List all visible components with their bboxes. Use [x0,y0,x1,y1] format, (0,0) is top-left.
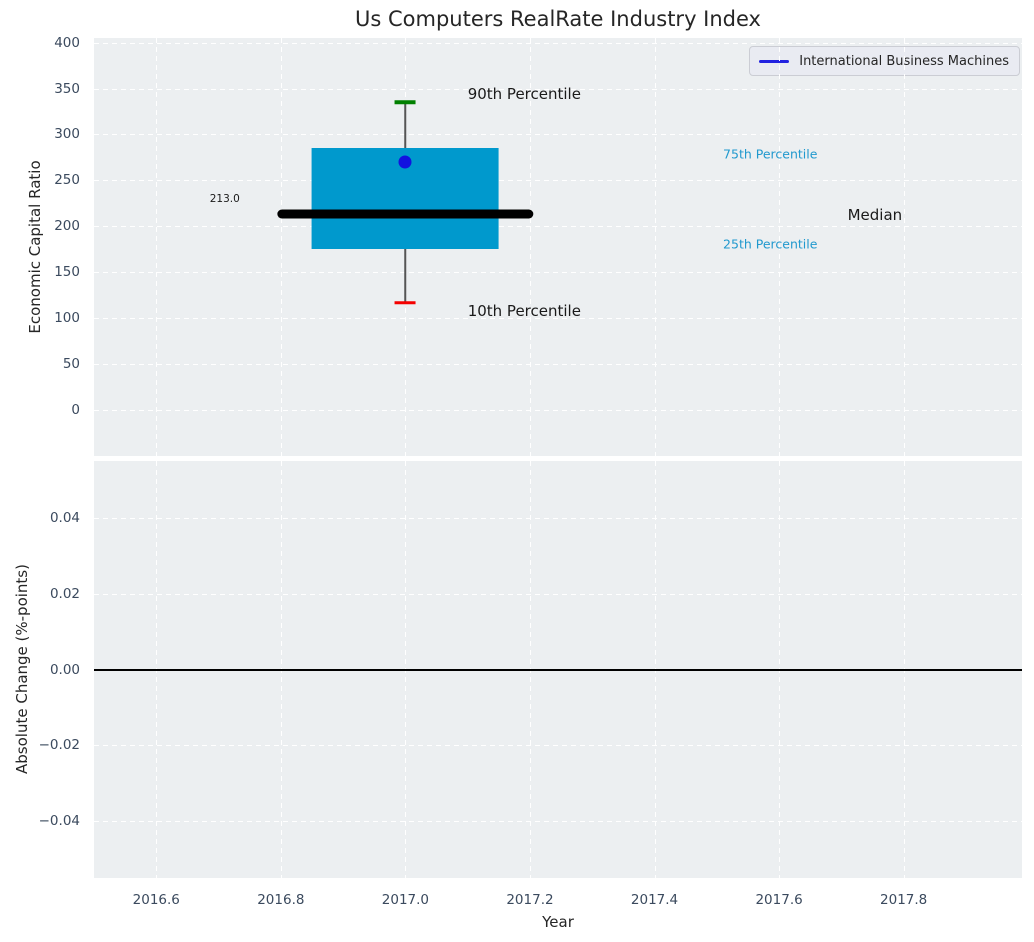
gridline-horizontal [94,593,1022,595]
gridline-horizontal [94,410,1022,412]
gridline-horizontal [94,180,1022,182]
gridline-vertical [156,38,158,456]
y-tick-label: 50 [62,356,80,373]
legend-line-icon [759,59,790,63]
y-tick-label: 250 [54,172,80,189]
y-tick-label: 400 [54,34,80,51]
legend: International Business Machines [749,46,1020,76]
y-tick-label: −0.02 [38,737,80,754]
y-tick-label: −0.04 [38,813,80,830]
gridline-horizontal [94,364,1022,366]
top-plot: International Business Machines 90th Per… [94,38,1022,456]
x-tick-label: 2017.2 [506,892,554,908]
gridline-horizontal [94,42,1022,44]
label-75th-percentile: 75th Percentile [723,146,818,162]
y-tick-label: 350 [54,80,80,97]
y-tick-label: 0.04 [49,509,80,526]
gridline-vertical [903,38,905,456]
median-line [277,209,534,219]
cap-10th-percentile [394,300,416,305]
y-tick-label: 200 [54,218,80,235]
y-tick-label: 0.00 [49,661,80,678]
gridline-horizontal [94,821,1022,823]
x-tick-label: 2016.8 [257,892,305,908]
x-tick-label: 2017.8 [880,892,928,908]
x-tick-label: 2017.6 [755,892,803,908]
label-median-value: 213.0 [209,192,240,205]
label-10th-percentile: 10th Percentile [467,301,581,320]
gridline-horizontal [94,745,1022,747]
gridline-vertical [779,38,781,456]
gridline-vertical [529,38,531,456]
chart-title: Us Computers RealRate Industry Index [355,7,761,31]
gridline-horizontal [94,272,1022,274]
y-tick-label: 0 [71,402,80,419]
cap-90th-percentile [394,100,416,105]
gridline-vertical [654,38,656,456]
gridline-horizontal [94,517,1022,519]
x-tick-label: 2016.6 [132,892,180,908]
x-tick-label: 2017.0 [381,892,430,908]
y-tick-label: 150 [54,264,80,281]
gridline-horizontal [94,226,1022,228]
gridline-horizontal [94,88,1022,90]
y-tick-label: 100 [54,310,80,327]
company-value-dot [398,155,412,169]
x-axis-label: Year [542,913,574,931]
y-tick-label: 0.02 [49,585,80,602]
label-median: Median [847,206,903,225]
gridline-vertical [280,38,282,456]
zero-line [94,668,1022,671]
bottom-plot [94,461,1022,878]
x-tick-label: 2017.4 [630,892,679,908]
label-90th-percentile: 90th Percentile [467,85,581,104]
label-25th-percentile: 25th Percentile [723,236,818,252]
y-tick-label: 300 [54,126,80,143]
gridline-horizontal [94,318,1022,320]
gridline-horizontal [94,134,1022,136]
